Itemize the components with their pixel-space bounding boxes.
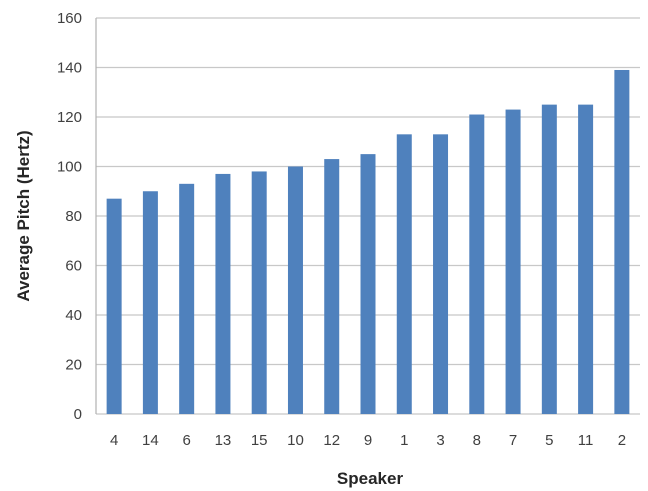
x-tick-label: 1 <box>400 432 408 449</box>
x-tick-label: 5 <box>545 432 553 449</box>
bar-speaker-12 <box>324 159 340 414</box>
y-axis-title: Average Pitch (Hertz) <box>14 130 33 301</box>
x-axis-title: Speaker <box>337 469 404 488</box>
y-tick-label: 140 <box>57 60 82 77</box>
bar-speaker-4 <box>106 198 122 414</box>
x-tick-label: 3 <box>436 432 444 449</box>
x-tick-label: 7 <box>509 432 517 449</box>
x-tick-label: 13 <box>215 432 232 449</box>
bar-speaker-10 <box>287 166 303 414</box>
bar-speaker-14 <box>142 191 158 414</box>
x-tick-label: 11 <box>578 432 594 449</box>
y-tick-label: 160 <box>57 10 82 27</box>
bar-speaker-11 <box>578 104 594 414</box>
bar-speaker-9 <box>360 154 376 414</box>
bar-speaker-8 <box>469 114 485 415</box>
x-tick-label: 8 <box>473 432 481 449</box>
x-tick-label: 4 <box>110 432 118 449</box>
y-tick-label: 120 <box>57 109 82 126</box>
x-axis-ticks: 4 14 6 13 15 10 12 9 1 3 8 7 5 11 2 <box>110 432 626 449</box>
y-tick-label: 100 <box>57 159 82 176</box>
y-tick-label: 20 <box>65 357 82 374</box>
y-tick-label: 60 <box>65 258 82 275</box>
bar-speaker-13 <box>215 173 231 414</box>
bar-speaker-1 <box>396 134 412 414</box>
y-tick-label: 80 <box>65 208 82 225</box>
bar-speaker-5 <box>541 104 557 414</box>
x-tick-label: 6 <box>182 432 190 449</box>
bar-speaker-15 <box>251 171 267 414</box>
y-axis-ticks: 0 20 40 60 80 100 120 140 160 <box>57 10 82 423</box>
x-tick-label: 10 <box>287 432 304 449</box>
x-tick-label: 14 <box>142 432 159 449</box>
x-tick-label: 2 <box>618 432 626 449</box>
bar-speaker-7 <box>505 109 521 414</box>
x-tick-label: 9 <box>364 432 372 449</box>
bar-speaker-3 <box>433 134 449 414</box>
bars <box>106 69 630 415</box>
bar-speaker-2 <box>614 69 630 414</box>
y-tick-label: 0 <box>74 406 82 423</box>
y-tick-label: 40 <box>65 307 82 324</box>
x-tick-label: 12 <box>323 432 340 449</box>
bar-speaker-6 <box>179 183 195 414</box>
x-tick-label: 15 <box>251 432 268 449</box>
